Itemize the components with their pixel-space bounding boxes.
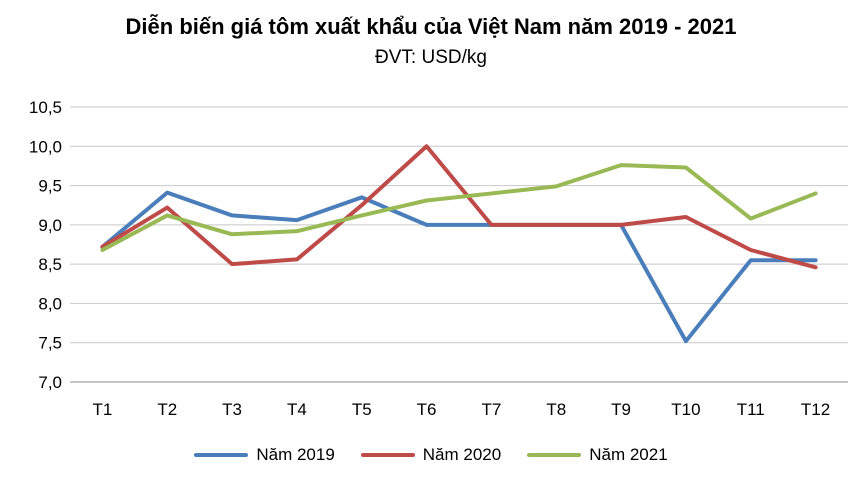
data-point <box>100 248 104 252</box>
data-point <box>749 248 753 252</box>
series-line-3 <box>100 163 818 252</box>
data-point <box>165 206 169 210</box>
series-line-2 <box>100 144 818 270</box>
x-tick-label: T10 <box>671 400 700 419</box>
y-tick-label: 9,0 <box>38 216 62 235</box>
data-point <box>295 218 299 222</box>
data-point <box>230 213 234 217</box>
data-point <box>684 215 688 219</box>
data-point <box>554 223 558 227</box>
data-point <box>425 199 429 202</box>
data-point <box>230 262 234 266</box>
y-axis-ticks: 7,0 7,5 8,0 8,5 9,0 9,5 10,0 10,5 <box>29 98 62 392</box>
data-point <box>814 258 818 262</box>
legend-swatch <box>527 453 582 457</box>
data-point <box>425 144 429 148</box>
gridlines <box>70 106 848 383</box>
data-point <box>749 217 753 221</box>
data-point <box>489 191 493 195</box>
legend: Năm 2019 Năm 2020 Năm 2021 <box>0 445 862 465</box>
x-axis-ticks: T1 T2 T3 T4 T5 T6 T7 T8 T9 T10 T11 T12 <box>92 400 830 419</box>
x-tick-label: T3 <box>222 400 242 419</box>
data-point <box>165 191 169 195</box>
y-tick-label: 9,5 <box>38 177 62 196</box>
legend-item: Năm 2020 <box>360 445 502 465</box>
legend-label: Năm 2021 <box>589 445 668 464</box>
data-point <box>425 223 429 227</box>
data-point <box>814 191 818 195</box>
y-tick-label: 8,0 <box>38 294 62 313</box>
y-tick-label: 7,0 <box>38 373 62 392</box>
legend-swatch <box>360 453 415 457</box>
y-tick-label: 8,5 <box>38 255 62 274</box>
data-point <box>360 203 364 207</box>
x-tick-label: T1 <box>92 400 112 419</box>
data-point <box>684 166 688 169</box>
legend-swatch <box>194 453 249 457</box>
series-lines <box>100 144 818 344</box>
x-tick-label: T8 <box>546 400 566 419</box>
legend-item: Năm 2021 <box>527 445 668 465</box>
legend-item: Năm 2019 <box>194 445 335 465</box>
legend-label: Năm 2019 <box>256 445 335 464</box>
data-point <box>814 265 818 269</box>
chart-subtitle: ĐVT: USD/kg <box>375 47 487 68</box>
chart-title: Diễn biến giá tôm xuất khẩu của Việt Nam… <box>125 14 737 39</box>
x-tick-label: T9 <box>611 400 631 419</box>
data-point <box>554 184 558 188</box>
y-tick-label: 7,5 <box>38 334 62 353</box>
data-point <box>749 258 753 262</box>
x-tick-label: T2 <box>157 400 177 419</box>
data-point <box>684 339 688 343</box>
x-tick-label: T7 <box>481 400 501 419</box>
data-point <box>619 163 623 167</box>
x-tick-label: T5 <box>352 400 372 419</box>
data-point <box>295 257 299 261</box>
data-point <box>360 195 364 199</box>
legend-label: Năm 2020 <box>422 445 502 464</box>
x-tick-label: T11 <box>737 400 765 419</box>
y-tick-label: 10,0 <box>29 137 62 156</box>
x-tick-label: T12 <box>801 400 830 419</box>
y-tick-label: 10,5 <box>29 98 62 117</box>
data-point <box>295 229 299 233</box>
data-point <box>360 213 364 217</box>
data-point <box>489 223 493 227</box>
data-point <box>230 232 234 236</box>
series-line-1 <box>100 190 818 344</box>
x-tick-label: T4 <box>287 400 307 419</box>
x-tick-label: T6 <box>417 400 437 419</box>
data-point <box>165 213 169 217</box>
data-point <box>619 223 623 227</box>
